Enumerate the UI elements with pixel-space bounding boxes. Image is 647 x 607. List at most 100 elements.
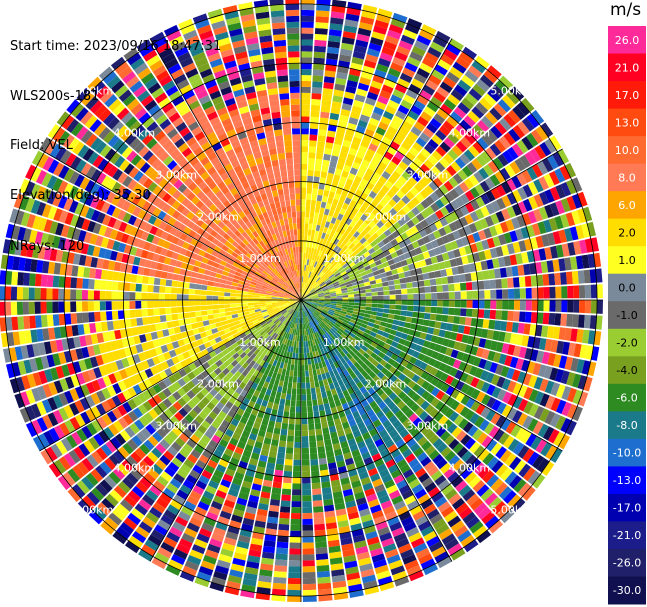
velocity-cell <box>387 29 402 40</box>
velocity-cell <box>312 494 322 501</box>
velocity-cell <box>152 356 161 365</box>
velocity-cell <box>448 283 455 292</box>
velocity-cell <box>306 277 310 284</box>
velocity-cell <box>341 483 352 491</box>
velocity-cell <box>229 520 242 529</box>
velocity-cell <box>487 65 502 79</box>
velocity-cell <box>223 499 236 509</box>
velocity-cell <box>443 98 457 111</box>
velocity-cell <box>564 327 572 341</box>
velocity-cell <box>103 427 115 440</box>
velocity-cell <box>142 389 152 400</box>
velocity-cell <box>194 289 201 295</box>
velocity-cell <box>213 449 223 459</box>
velocity-cell <box>373 25 388 35</box>
velocity-cell <box>393 500 406 511</box>
velocity-cell <box>366 442 377 451</box>
velocity-cell <box>488 520 504 534</box>
velocity-cell <box>393 212 402 222</box>
velocity-cell <box>345 178 354 187</box>
velocity-cell <box>429 118 442 129</box>
velocity-cell <box>457 102 471 115</box>
velocity-cell <box>302 459 310 466</box>
velocity-cell <box>351 313 359 318</box>
velocity-cell <box>318 293 325 297</box>
velocity-cell <box>190 419 201 429</box>
velocity-cell <box>265 296 272 299</box>
velocity-cell <box>316 440 325 448</box>
velocity-cell <box>334 322 341 328</box>
velocity-cell <box>378 121 389 131</box>
velocity-cell <box>295 329 298 336</box>
velocity-cell <box>272 305 279 308</box>
velocity-cell <box>521 335 530 347</box>
velocity-cell <box>104 475 117 489</box>
velocity-cell <box>58 276 66 288</box>
velocity-cell <box>435 314 443 322</box>
velocity-cell <box>527 210 537 224</box>
velocity-cell <box>321 391 328 399</box>
velocity-cell <box>334 331 341 338</box>
velocity-cell <box>315 344 321 351</box>
velocity-cell <box>210 454 221 464</box>
velocity-cell <box>58 352 67 365</box>
velocity-cell <box>235 386 243 395</box>
velocity-cell <box>221 348 230 356</box>
velocity-cell <box>306 394 312 401</box>
velocity-cell <box>297 376 301 383</box>
velocity-cell <box>77 266 85 278</box>
velocity-cell <box>355 261 363 268</box>
velocity-cell <box>303 252 306 259</box>
velocity-cell <box>377 308 384 313</box>
velocity-cell <box>194 305 201 312</box>
velocity-cell <box>283 363 288 370</box>
velocity-cell <box>546 260 555 273</box>
velocity-cell <box>105 311 113 321</box>
velocity-cell <box>284 303 290 307</box>
velocity-cell <box>122 414 134 426</box>
velocity-cell <box>347 387 355 395</box>
velocity-cell <box>301 234 304 241</box>
velocity-cell <box>292 334 296 341</box>
velocity-cell <box>298 305 301 312</box>
velocity-cell <box>179 448 190 459</box>
velocity-cell <box>473 462 486 475</box>
velocity-cell <box>123 378 133 389</box>
velocity-cell <box>440 382 450 393</box>
velocity-cell <box>393 256 401 264</box>
velocity-cell <box>359 426 369 435</box>
velocity-cell <box>372 375 381 384</box>
velocity-cell <box>76 312 84 324</box>
velocity-cell <box>324 298 331 300</box>
velocity-cell <box>325 516 337 524</box>
velocity-cell <box>393 203 402 213</box>
velocity-cell <box>329 306 336 309</box>
velocity-cell <box>15 376 25 392</box>
velocity-cell <box>321 259 327 266</box>
velocity-cell <box>309 128 318 135</box>
velocity-cell <box>355 351 363 359</box>
velocity-cell <box>498 331 506 342</box>
velocity-cell <box>352 485 364 495</box>
velocity-cell <box>298 353 301 360</box>
velocity-cell <box>9 378 20 394</box>
velocity-cell <box>334 339 341 346</box>
velocity-cell <box>241 335 249 342</box>
velocity-cell <box>331 316 338 321</box>
velocity-cell <box>307 406 313 413</box>
velocity-cell <box>317 231 323 238</box>
velocity-cell <box>100 443 113 457</box>
velocity-cell <box>511 322 519 333</box>
velocity-cell <box>301 110 310 117</box>
velocity-cell <box>396 190 405 199</box>
velocity-cell <box>333 174 341 182</box>
velocity-cell <box>527 451 540 466</box>
velocity-cell <box>543 287 550 299</box>
velocity-cell <box>189 283 196 289</box>
velocity-cell <box>355 273 362 279</box>
velocity-cell <box>406 423 416 433</box>
velocity-cell <box>93 301 100 311</box>
velocity-cell <box>276 328 282 335</box>
velocity-cell <box>311 313 316 320</box>
velocity-cell <box>127 387 137 398</box>
